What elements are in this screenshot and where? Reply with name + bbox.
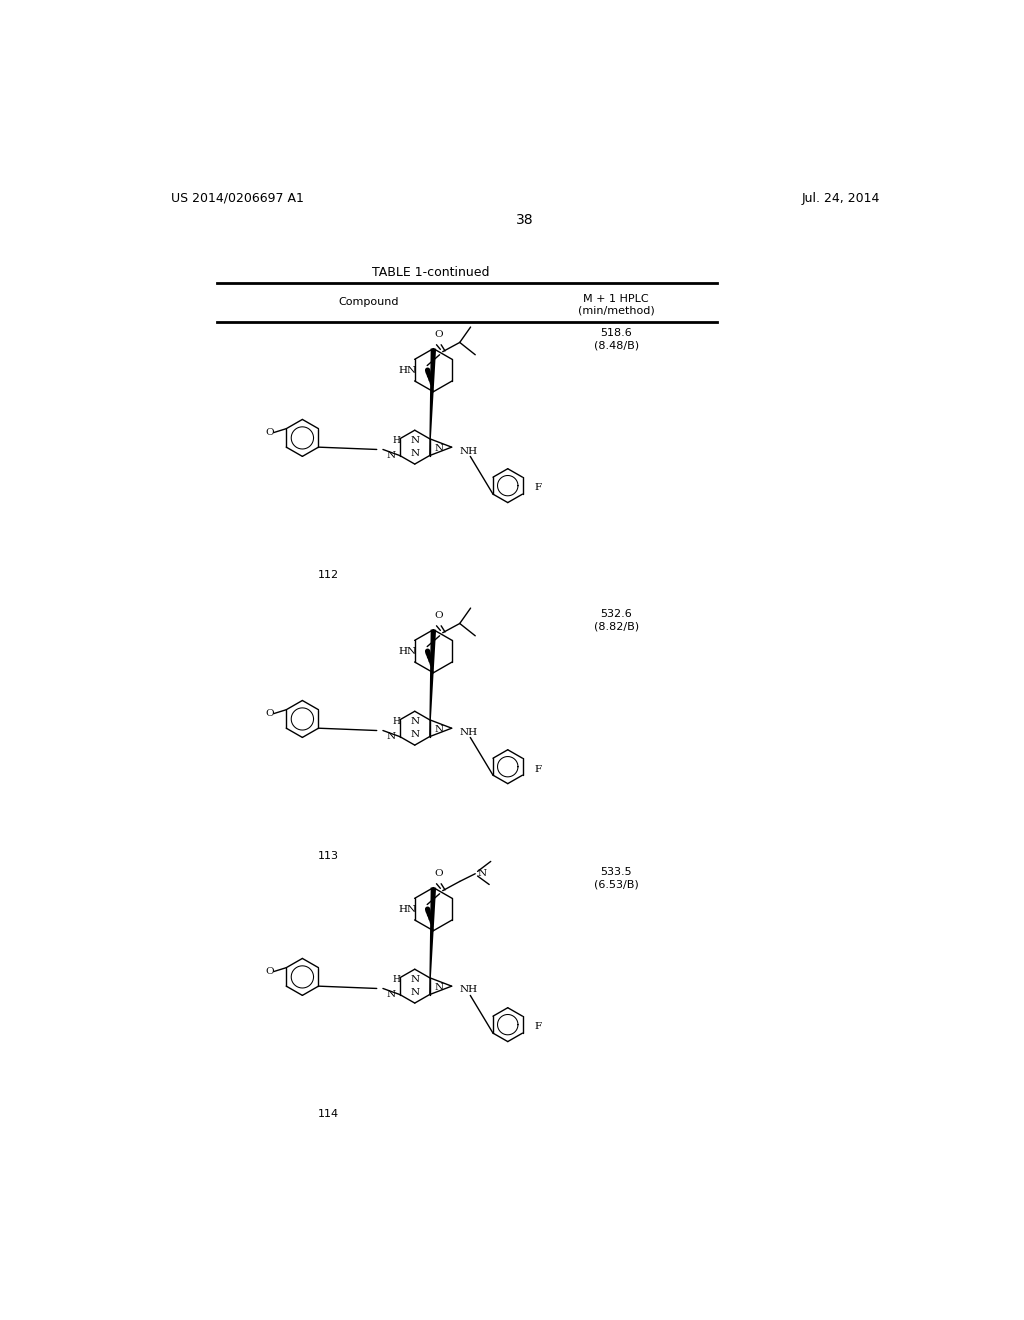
Text: F: F [535,1023,542,1031]
Text: 533.5: 533.5 [600,867,632,876]
Text: (8.48/B): (8.48/B) [594,341,639,350]
Text: 112: 112 [317,570,339,581]
Text: Compound: Compound [338,297,398,308]
Text: (min/method): (min/method) [578,306,654,315]
Text: 38: 38 [516,213,534,227]
Text: Jul. 24, 2014: Jul. 24, 2014 [802,191,880,205]
Text: F: F [535,483,542,492]
Text: N: N [386,990,395,999]
Text: HN: HN [398,366,417,375]
Text: O: O [265,968,273,975]
Text: NH: NH [460,446,477,455]
Text: O: O [265,428,273,437]
Text: HN: HN [398,904,417,913]
Text: O: O [434,611,443,619]
Text: F: F [535,764,542,774]
Text: H: H [393,717,400,726]
Text: O: O [434,869,443,878]
Text: (6.53/B): (6.53/B) [594,879,639,890]
Text: N: N [386,451,395,461]
Text: N: N [434,725,443,734]
Text: N: N [411,718,419,726]
Text: NH: NH [460,986,477,994]
Text: N: N [411,730,419,739]
Polygon shape [429,630,436,737]
Text: 113: 113 [317,851,339,862]
Text: N: N [411,987,419,997]
Text: N: N [411,449,419,458]
Text: HN: HN [398,647,417,656]
Text: 518.6: 518.6 [600,327,632,338]
Text: (8.82/B): (8.82/B) [594,622,639,631]
Text: TABLE 1-continued: TABLE 1-continued [372,265,489,279]
Text: NH: NH [460,727,477,737]
Polygon shape [429,887,436,995]
Text: US 2014/0206697 A1: US 2014/0206697 A1 [171,191,303,205]
Text: N: N [411,437,419,445]
Text: N: N [386,733,395,741]
Polygon shape [429,348,436,455]
Text: N: N [434,444,443,453]
Text: M + 1 HPLC: M + 1 HPLC [584,293,649,304]
Text: N: N [411,975,419,985]
Text: N: N [477,870,486,878]
Text: O: O [434,330,443,339]
Text: O: O [265,709,273,718]
Text: 114: 114 [317,1109,339,1119]
Text: 532.6: 532.6 [600,609,632,619]
Text: H: H [393,436,400,445]
Text: H: H [393,975,400,983]
Text: N: N [434,982,443,991]
